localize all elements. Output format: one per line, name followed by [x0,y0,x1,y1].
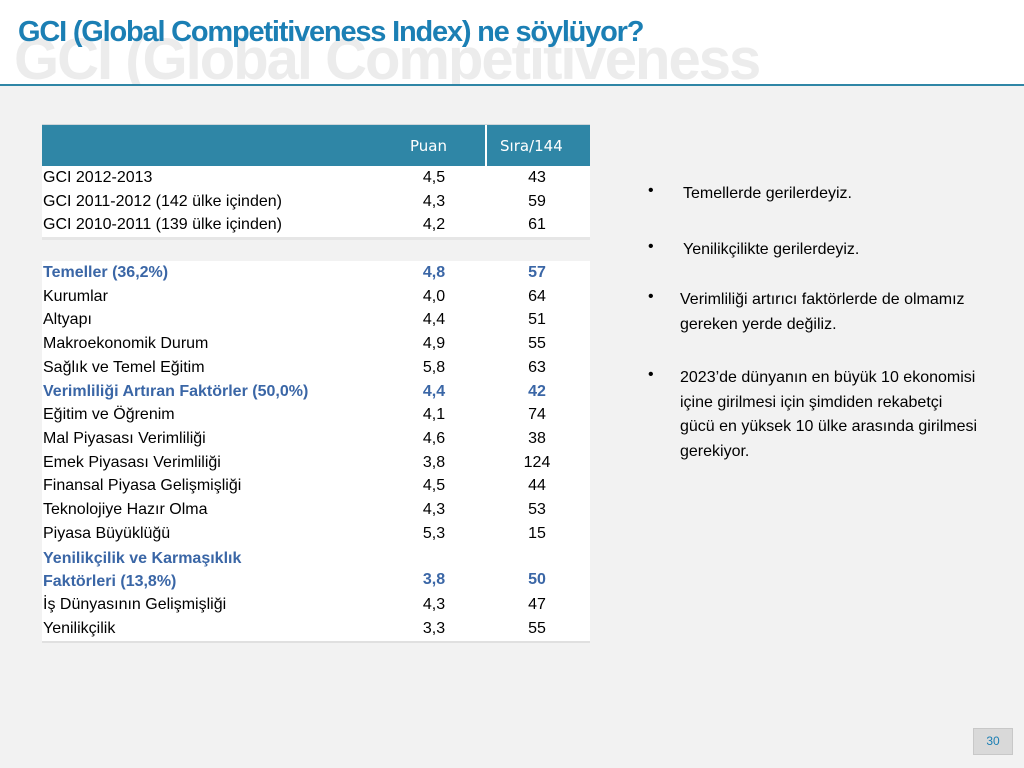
cell-sira: 55 [528,620,546,637]
table-row: Makroekonomik Durum 4,9 55 [42,332,590,356]
table-row: Finansal Piyasa Gelişmişliği 4,5 44 [42,474,590,498]
cell-sira: 43 [528,169,546,186]
row-label: Finansal Piyasa Gelişmişliği [43,477,242,495]
row-label: Emek Piyasası Verimliliği [43,453,221,471]
bullet-symbol: • [648,288,654,305]
cell-sira: 57 [528,264,546,282]
row-label: GCI 2012-2013 [43,169,153,186]
cell-puan: 4,3 [422,192,446,210]
table-row: Sağlık ve Temel Eğitim 5,8 63 [42,356,590,380]
bullet-text: Temellerde gerilerdeyiz. [683,185,852,202]
table-row: Emek Piyasası Verimliliği 3,8 124 [42,451,590,475]
column-header-puan: Puan [410,137,447,155]
row-label-line: Faktörleri (13,8%) [43,573,177,591]
cell-puan: 4,5 [422,477,446,495]
table-row: GCI 2010-2011 (139 ülke içinden) 4,2 61 [42,213,590,237]
table-section-row: Temeller (36,2%) 4,8 57 [42,261,590,285]
row-label: Yenilikçilik [43,620,116,637]
row-label: Kurumlar [43,287,108,305]
row-label: Makroekonomik Durum [43,335,209,353]
table-bottom-border [42,640,590,643]
cell-puan: 4,8 [422,264,446,282]
cell-sira: 59 [528,192,546,210]
cell-puan: 4,2 [422,216,446,234]
cell-puan: 3,8 [422,453,446,471]
table-body-details: Temeller (36,2%) 4,8 57 Kurumlar 4,0 64 Altyap… [42,261,590,641]
cell-sira: 44 [528,477,546,495]
cell-puan: 4,1 [422,406,446,424]
cell-puan: 4,3 [422,596,446,614]
cell-puan: 4,9 [422,335,446,353]
table-body-summary: GCI 2012-2013 4,5 43 GCI 2011-2012 (142 ülk… [42,166,590,238]
table-section-row: Yenilikçilik ve Karmaşıklık Faktörleri (1… [42,545,590,593]
row-label: Altyapı [43,311,92,329]
table-gap [42,237,590,262]
slide-title: GCI (Global Competitiveness Index) ne sö… [18,16,644,48]
table-row: Yenilikçilik 3,3 55 [42,617,590,641]
cell-sira: 47 [528,596,546,614]
row-label: Teknolojiye Hazır Olma [43,500,208,518]
row-label: GCI 2011-2012 (142 ülke içinden) [43,192,282,210]
slide-header: GCI (Global Competitiveness GCI (Global … [0,0,1024,86]
bullet-text: 2023’de dünyanın en büyük 10 ekonomisi i… [680,369,978,460]
table-section-row: Verimliliği Artıran Faktörler (50,0%) 4,4… [42,380,590,404]
table-row: GCI 2011-2012 (142 ülke içinden) 4,3 59 [42,190,590,214]
bullet-symbol: • [648,366,654,383]
bullet-symbol: • [648,182,654,199]
cell-sira: 64 [528,287,546,305]
table-row: Kurumlar 4,0 64 [42,285,590,309]
row-label: Yenilikçilik ve Karmaşıklık Faktörleri (1… [43,547,241,593]
cell-sira: 50 [528,571,546,589]
row-label: Mal Piyasası Verimliliği [43,429,206,447]
gci-table: Puan Sıra/144 GCI 2012-2013 4,5 43 GCI 2011… [42,124,590,643]
cell-sira: 42 [528,382,546,400]
cell-sira: 61 [528,216,546,234]
page-number: 30 [973,728,1013,755]
title-watermark: GCI (Global Competitiveness [14,27,761,86]
table-row: GCI 2012-2013 4,5 43 [42,166,590,190]
table-row: İş Dünyasının Gelişmişliği 4,3 47 [42,593,590,617]
row-label: GCI 2010-2011 (139 ülke içinden) [43,216,282,234]
cell-sira: 124 [523,453,551,471]
cell-puan: 4,0 [422,287,446,305]
cell-puan: 5,3 [422,524,446,542]
row-label-line: Yenilikçilik ve Karmaşıklık [43,550,242,568]
cell-puan: 4,6 [422,429,446,447]
row-label: Temeller (36,2%) [43,264,169,282]
cell-puan: 4,5 [422,169,446,186]
table-header: Puan Sıra/144 [42,124,590,167]
table-row: Teknolojiye Hazır Olma 4,3 53 [42,498,590,522]
row-label: Eğitim ve Öğrenim [43,406,175,424]
row-label: Piyasa Büyüklüğü [43,524,171,542]
cell-puan: 4,3 [422,500,446,518]
cell-puan: 3,8 [422,571,446,589]
row-label: İş Dünyasının Gelişmişliği [43,596,227,614]
table-row: Piyasa Büyüklüğü 5,3 15 [42,522,590,546]
cell-sira: 38 [528,429,546,447]
table-row: Mal Piyasası Verimliliği 4,6 38 [42,427,590,451]
row-label: Sağlık ve Temel Eğitim [43,358,205,376]
column-header-sira: Sıra/144 [500,137,563,155]
cell-sira: 74 [528,406,546,424]
bullet-text: Verimliliği artırıcı faktörlerde de olma… [680,291,965,333]
cell-sira: 63 [528,358,546,376]
cell-puan: 4,4 [422,311,446,329]
table-row: Eğitim ve Öğrenim 4,1 74 [42,403,590,427]
cell-sira: 53 [528,500,546,518]
bullet-symbol: • [648,238,654,255]
column-separator [485,125,487,167]
cell-sira: 51 [528,311,546,329]
cell-sira: 15 [528,524,546,542]
cell-puan: 3,3 [422,620,446,637]
cell-sira: 55 [528,335,546,353]
row-label: Verimliliği Artıran Faktörler (50,0%) [43,382,309,400]
table-row: Altyapı 4,4 51 [42,308,590,332]
bullet-text: Yenilikçilikte gerilerdeyiz. [683,241,860,258]
cell-puan: 5,8 [422,358,446,376]
cell-puan: 4,4 [422,382,446,400]
